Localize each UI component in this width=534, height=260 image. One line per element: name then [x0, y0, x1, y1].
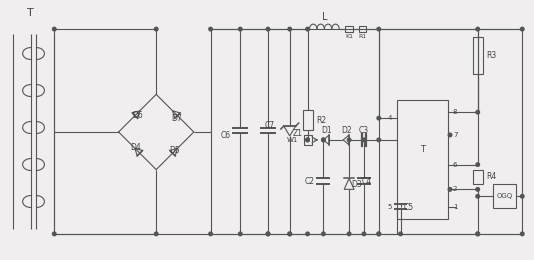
Circle shape [521, 27, 524, 31]
Circle shape [154, 27, 158, 31]
Circle shape [239, 27, 242, 31]
Text: 2: 2 [453, 186, 457, 192]
Text: C2: C2 [304, 177, 315, 186]
Circle shape [521, 232, 524, 236]
Circle shape [209, 27, 213, 31]
Text: 5: 5 [387, 204, 391, 210]
Circle shape [239, 232, 242, 236]
Text: K1: K1 [345, 34, 353, 38]
Circle shape [476, 232, 480, 236]
Circle shape [306, 138, 309, 142]
Circle shape [209, 232, 213, 236]
Text: D5: D5 [170, 146, 180, 155]
Text: R3: R3 [486, 51, 497, 60]
Bar [397, 100, 448, 219]
Text: C5: C5 [403, 203, 413, 212]
Circle shape [476, 27, 480, 31]
Text: D3: D3 [352, 180, 363, 189]
Text: 4: 4 [387, 115, 391, 121]
Bar [304, 135, 311, 145]
Text: R4: R4 [486, 172, 497, 181]
Text: 1: 1 [453, 204, 458, 210]
Circle shape [321, 232, 325, 236]
Bar [473, 170, 483, 184]
Text: D7: D7 [171, 114, 182, 123]
Text: R2: R2 [317, 116, 327, 125]
Circle shape [476, 187, 480, 191]
Bar [359, 26, 366, 32]
Circle shape [476, 194, 480, 198]
Text: T: T [27, 8, 34, 18]
Circle shape [154, 232, 158, 236]
Circle shape [476, 110, 480, 114]
Circle shape [347, 232, 351, 236]
Bar [303, 110, 312, 130]
Circle shape [321, 138, 325, 142]
Circle shape [476, 232, 480, 236]
Text: W1: W1 [286, 137, 297, 143]
Circle shape [377, 27, 381, 31]
Circle shape [377, 232, 381, 236]
Circle shape [377, 138, 381, 142]
Bar [492, 184, 516, 208]
Circle shape [362, 232, 366, 236]
Circle shape [306, 138, 309, 142]
Text: D2: D2 [341, 126, 351, 135]
Circle shape [266, 27, 270, 31]
Circle shape [288, 232, 292, 236]
Circle shape [266, 232, 270, 236]
Text: L: L [321, 12, 327, 22]
Circle shape [362, 138, 366, 142]
Circle shape [448, 187, 452, 191]
Circle shape [399, 232, 402, 236]
Text: C7: C7 [265, 121, 275, 129]
Circle shape [377, 116, 381, 120]
Text: 8: 8 [453, 109, 458, 115]
Circle shape [288, 232, 292, 236]
Text: C4: C4 [362, 177, 372, 186]
Text: OGQ: OGQ [497, 193, 513, 199]
Circle shape [321, 138, 325, 142]
Circle shape [476, 163, 480, 166]
Circle shape [521, 194, 524, 198]
Circle shape [448, 133, 452, 137]
Text: 7: 7 [453, 132, 458, 138]
Text: C6: C6 [220, 132, 230, 140]
Circle shape [52, 232, 56, 236]
Text: R1: R1 [358, 34, 366, 38]
Text: D4: D4 [130, 143, 141, 152]
Bar [345, 26, 353, 32]
Circle shape [266, 232, 270, 236]
Bar [473, 37, 483, 74]
Text: Z1: Z1 [293, 129, 303, 139]
Circle shape [377, 232, 381, 236]
Text: D1: D1 [321, 126, 332, 135]
Text: D6: D6 [132, 110, 143, 120]
Circle shape [52, 27, 56, 31]
Circle shape [347, 138, 351, 142]
Circle shape [306, 232, 309, 236]
Text: 6: 6 [453, 162, 458, 168]
Circle shape [306, 27, 309, 31]
Circle shape [288, 27, 292, 31]
Text: C3: C3 [359, 126, 369, 134]
Text: T: T [420, 145, 425, 154]
